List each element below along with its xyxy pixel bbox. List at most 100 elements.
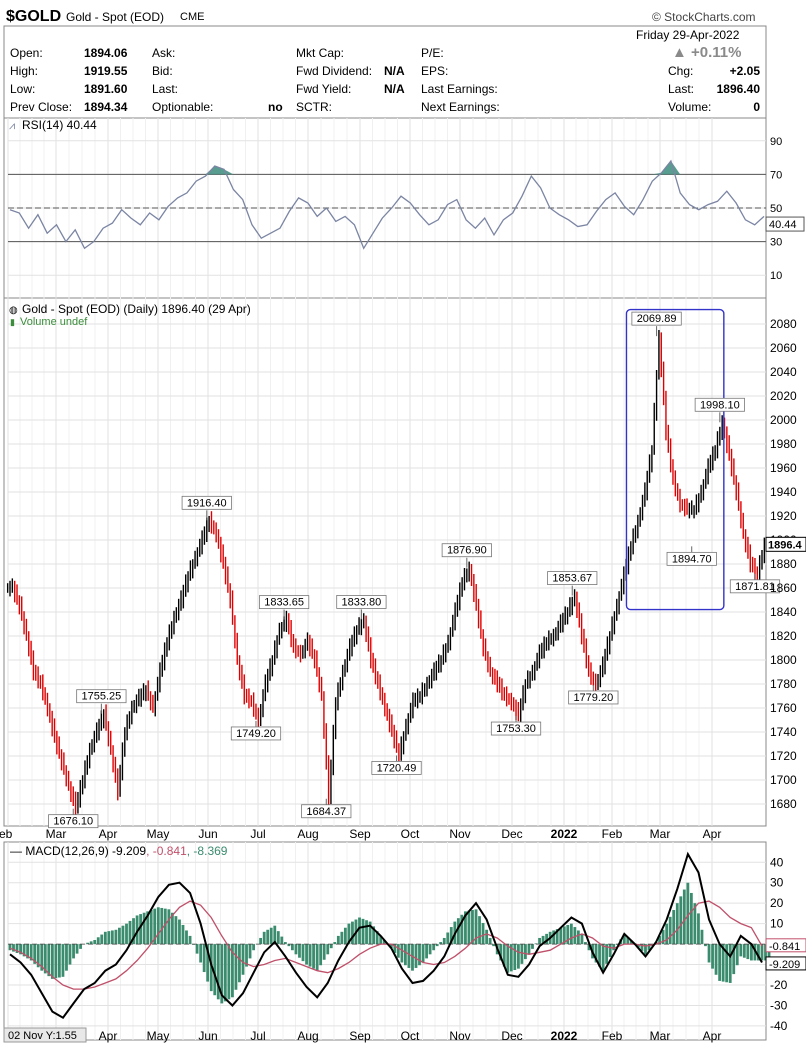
footer-box <box>3 1027 87 1043</box>
stat-label: SCTR: <box>296 100 332 114</box>
price-tick-label: 1720 <box>770 749 797 763</box>
symbol-label: $GOLD <box>6 8 62 25</box>
annotation-label: 1720.49 <box>377 762 417 774</box>
price-x-label: Mar <box>650 827 671 841</box>
price-title: Gold - Spot (EOD) (Daily) 1896.40 (29 Ap… <box>22 302 251 316</box>
stat-label: Last Earnings: <box>421 82 498 96</box>
change-pct: ▲ +0.11% <box>672 44 742 61</box>
price-tick-label: 1780 <box>770 677 797 691</box>
macd-title: — MACD(12,26,9) -9.209, -0.841, -8.369 <box>10 844 228 858</box>
annotation-label: 2069.89 <box>637 313 677 325</box>
macd-legend-part: , -8.369 <box>187 844 228 858</box>
stat-label: Ask: <box>152 46 176 60</box>
macd-x-label: Feb <box>602 1029 623 1043</box>
rsi-tick-label: 10 <box>770 270 782 282</box>
annotation-box <box>694 397 745 412</box>
stat-label: EPS: <box>421 64 449 78</box>
stat-value: +2.05 <box>729 64 760 78</box>
brand-label: © StockCharts.com <box>652 10 756 24</box>
rsi-tick-label: 50 <box>770 203 782 215</box>
macd-tick-label: -40 <box>770 1019 788 1033</box>
macd-signal-last-box <box>765 938 806 953</box>
price-x-label: Aug <box>297 827 318 841</box>
macd-x-label: Dec <box>501 1029 522 1043</box>
stat-label: Bid: <box>152 64 173 78</box>
annotation-box <box>181 495 232 510</box>
annotation-label: 1876.90 <box>447 545 487 557</box>
macd-last-value: -9.209 <box>769 959 800 971</box>
stat-label: Optionable: <box>152 100 214 114</box>
price-x-label: Jul <box>250 827 265 841</box>
stat-value: N/A <box>384 82 405 96</box>
rsi-tick-label: 30 <box>770 237 782 249</box>
annotation-label: 1871.81 <box>735 581 775 593</box>
annotation-label: 1779.20 <box>573 692 613 704</box>
annotation-label: 1684.37 <box>306 806 346 818</box>
stat-value: 1894.06 <box>84 46 128 60</box>
annotation-label: 1833.65 <box>264 597 304 609</box>
macd-x-label: Apr <box>99 1029 118 1043</box>
macd-legend-part: , -0.841 <box>146 844 187 858</box>
price-tick-label: 2020 <box>770 389 797 403</box>
stat-label: P/E: <box>421 46 444 60</box>
rsi-last-value-box <box>765 216 805 232</box>
annotation-box <box>258 595 310 610</box>
price-x-label: Mar <box>46 827 67 841</box>
price-tick-label: 1800 <box>770 653 797 667</box>
price-tick-label: 1880 <box>770 557 797 571</box>
price-tick-label: 2040 <box>770 365 797 379</box>
macd-x-label: Nov <box>449 1029 470 1043</box>
macd-signal-last-value: -0.841 <box>769 941 800 953</box>
annotation-label: 1676.10 <box>53 816 93 828</box>
price-tick-label: 1980 <box>770 437 797 451</box>
price-x-label: May <box>147 827 170 841</box>
price-x-label: Nov <box>449 827 470 841</box>
stat-label: Next Earnings: <box>421 100 500 114</box>
macd-x-label: Apr <box>703 1029 722 1043</box>
price-last-value: 1896.4 <box>768 539 803 551</box>
annotation-label: 1833.80 <box>342 596 382 608</box>
annotation-box <box>76 689 127 704</box>
stat-value: 1919.55 <box>84 64 128 78</box>
stat-label: Volume: <box>668 100 712 114</box>
annotation-box <box>301 804 352 819</box>
stat-value: 1894.34 <box>84 100 128 114</box>
stat-label: Low: <box>10 82 36 96</box>
annotation-box <box>230 726 282 741</box>
stat-value: 1891.60 <box>84 82 128 96</box>
price-last-value-box <box>765 536 806 552</box>
rsi-line <box>9 159 765 250</box>
annotation-box <box>336 595 387 609</box>
annotation-label: 1894.70 <box>672 553 712 565</box>
macd-signal-line <box>9 900 763 990</box>
price-tick-label: 1940 <box>770 485 797 499</box>
price-tick-label: 2000 <box>770 413 797 427</box>
annotation-box <box>371 761 422 775</box>
rsi-tick-label: 90 <box>770 136 782 148</box>
macd-x-label: Sep <box>349 1029 371 1043</box>
macd-x-label: Mar <box>650 1029 671 1043</box>
price-x-label: Jun <box>198 827 217 841</box>
macd-tick-label: 20 <box>770 896 784 910</box>
macd-line <box>9 851 763 1020</box>
price-x-label: Sep <box>349 827 371 841</box>
rsi-overbought-fill <box>205 166 234 175</box>
annotation-box <box>490 721 542 736</box>
crosshair-readout: 02 Nov Y:1.55 <box>8 1030 77 1042</box>
price-tick-label: 1680 <box>770 797 797 811</box>
annotation-label: 1916.40 <box>187 497 227 509</box>
rsi-last-value: 40.44 <box>769 219 797 231</box>
price-tick-label: 1700 <box>770 773 797 787</box>
price-x-label: Apr <box>703 827 722 841</box>
annotation-label: 1753.30 <box>496 723 536 735</box>
macd-x-label: Oct <box>401 1029 420 1043</box>
annotation-box <box>48 814 99 829</box>
price-tick-label: 1920 <box>770 509 797 523</box>
price-tick-label: 1840 <box>770 605 797 619</box>
annotation-box <box>666 551 717 566</box>
macd-x-label: May <box>147 1029 170 1043</box>
volume-icon: ▮ <box>10 317 15 327</box>
macd-tick-label: -20 <box>770 978 788 992</box>
